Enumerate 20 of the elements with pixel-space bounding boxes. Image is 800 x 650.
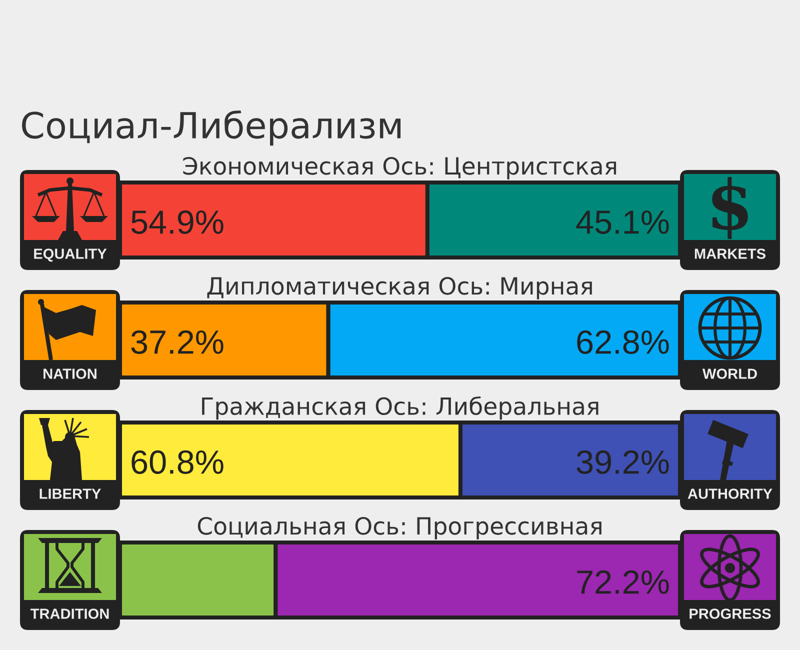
chart-subtitle: Экономическая Ось: Центристская xyxy=(183,156,616,180)
data-label: 45.1% xyxy=(576,210,669,234)
data-label: 62.8% xyxy=(577,330,669,354)
series-label: PROGRESS xyxy=(690,608,771,619)
series-label: LIBERTY xyxy=(40,488,101,499)
data-label: 72.2% xyxy=(577,570,669,594)
series-label: AUTHORITY xyxy=(688,488,772,499)
chart-title: Гражданская Ось: Либеральная xyxy=(202,396,598,420)
chart-title: Социал-Либерализм xyxy=(22,110,401,146)
data-label: 60.8% xyxy=(132,450,224,474)
chart-title: Социальная Ось: Прогрессивная xyxy=(198,516,602,540)
series-label: MARKETS xyxy=(694,248,766,259)
chart-title: Дипломатическая Ось: Мирная xyxy=(207,276,592,300)
legend-label: EQUALITY xyxy=(34,248,107,262)
data-label: 39.2% xyxy=(576,450,669,474)
series-label: TRADITION xyxy=(30,608,109,619)
data-label: 37.2% xyxy=(131,330,224,354)
data-label: 54.9% xyxy=(131,210,224,234)
series-label: NATION xyxy=(44,368,96,379)
series-label: WORLD xyxy=(702,368,757,379)
